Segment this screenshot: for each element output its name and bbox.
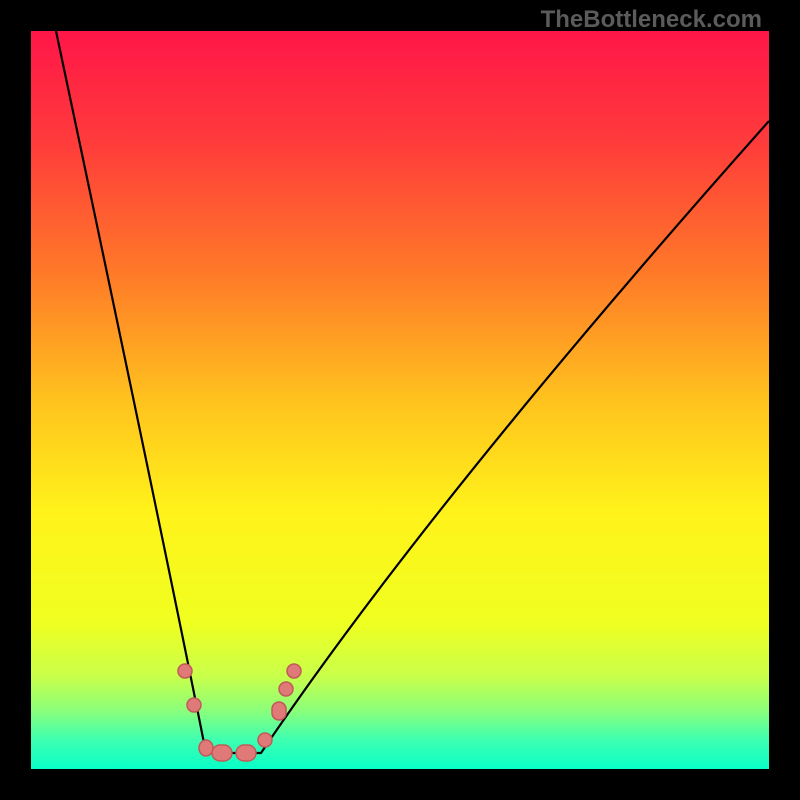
marker-group: [178, 664, 301, 761]
marker-point: [187, 698, 201, 712]
marker-point: [236, 745, 256, 761]
marker-point: [258, 733, 272, 747]
marker-point: [212, 745, 232, 761]
chart-frame: TheBottleneck.com: [0, 0, 800, 800]
curve-layer: [31, 31, 769, 769]
bottleneck-curve: [56, 31, 769, 753]
marker-point: [199, 740, 213, 756]
marker-point: [178, 664, 192, 678]
marker-point: [279, 682, 293, 696]
watermark-text: TheBottleneck.com: [541, 6, 762, 34]
marker-point: [272, 702, 286, 720]
marker-point: [287, 664, 301, 678]
plot-area: [31, 31, 769, 769]
